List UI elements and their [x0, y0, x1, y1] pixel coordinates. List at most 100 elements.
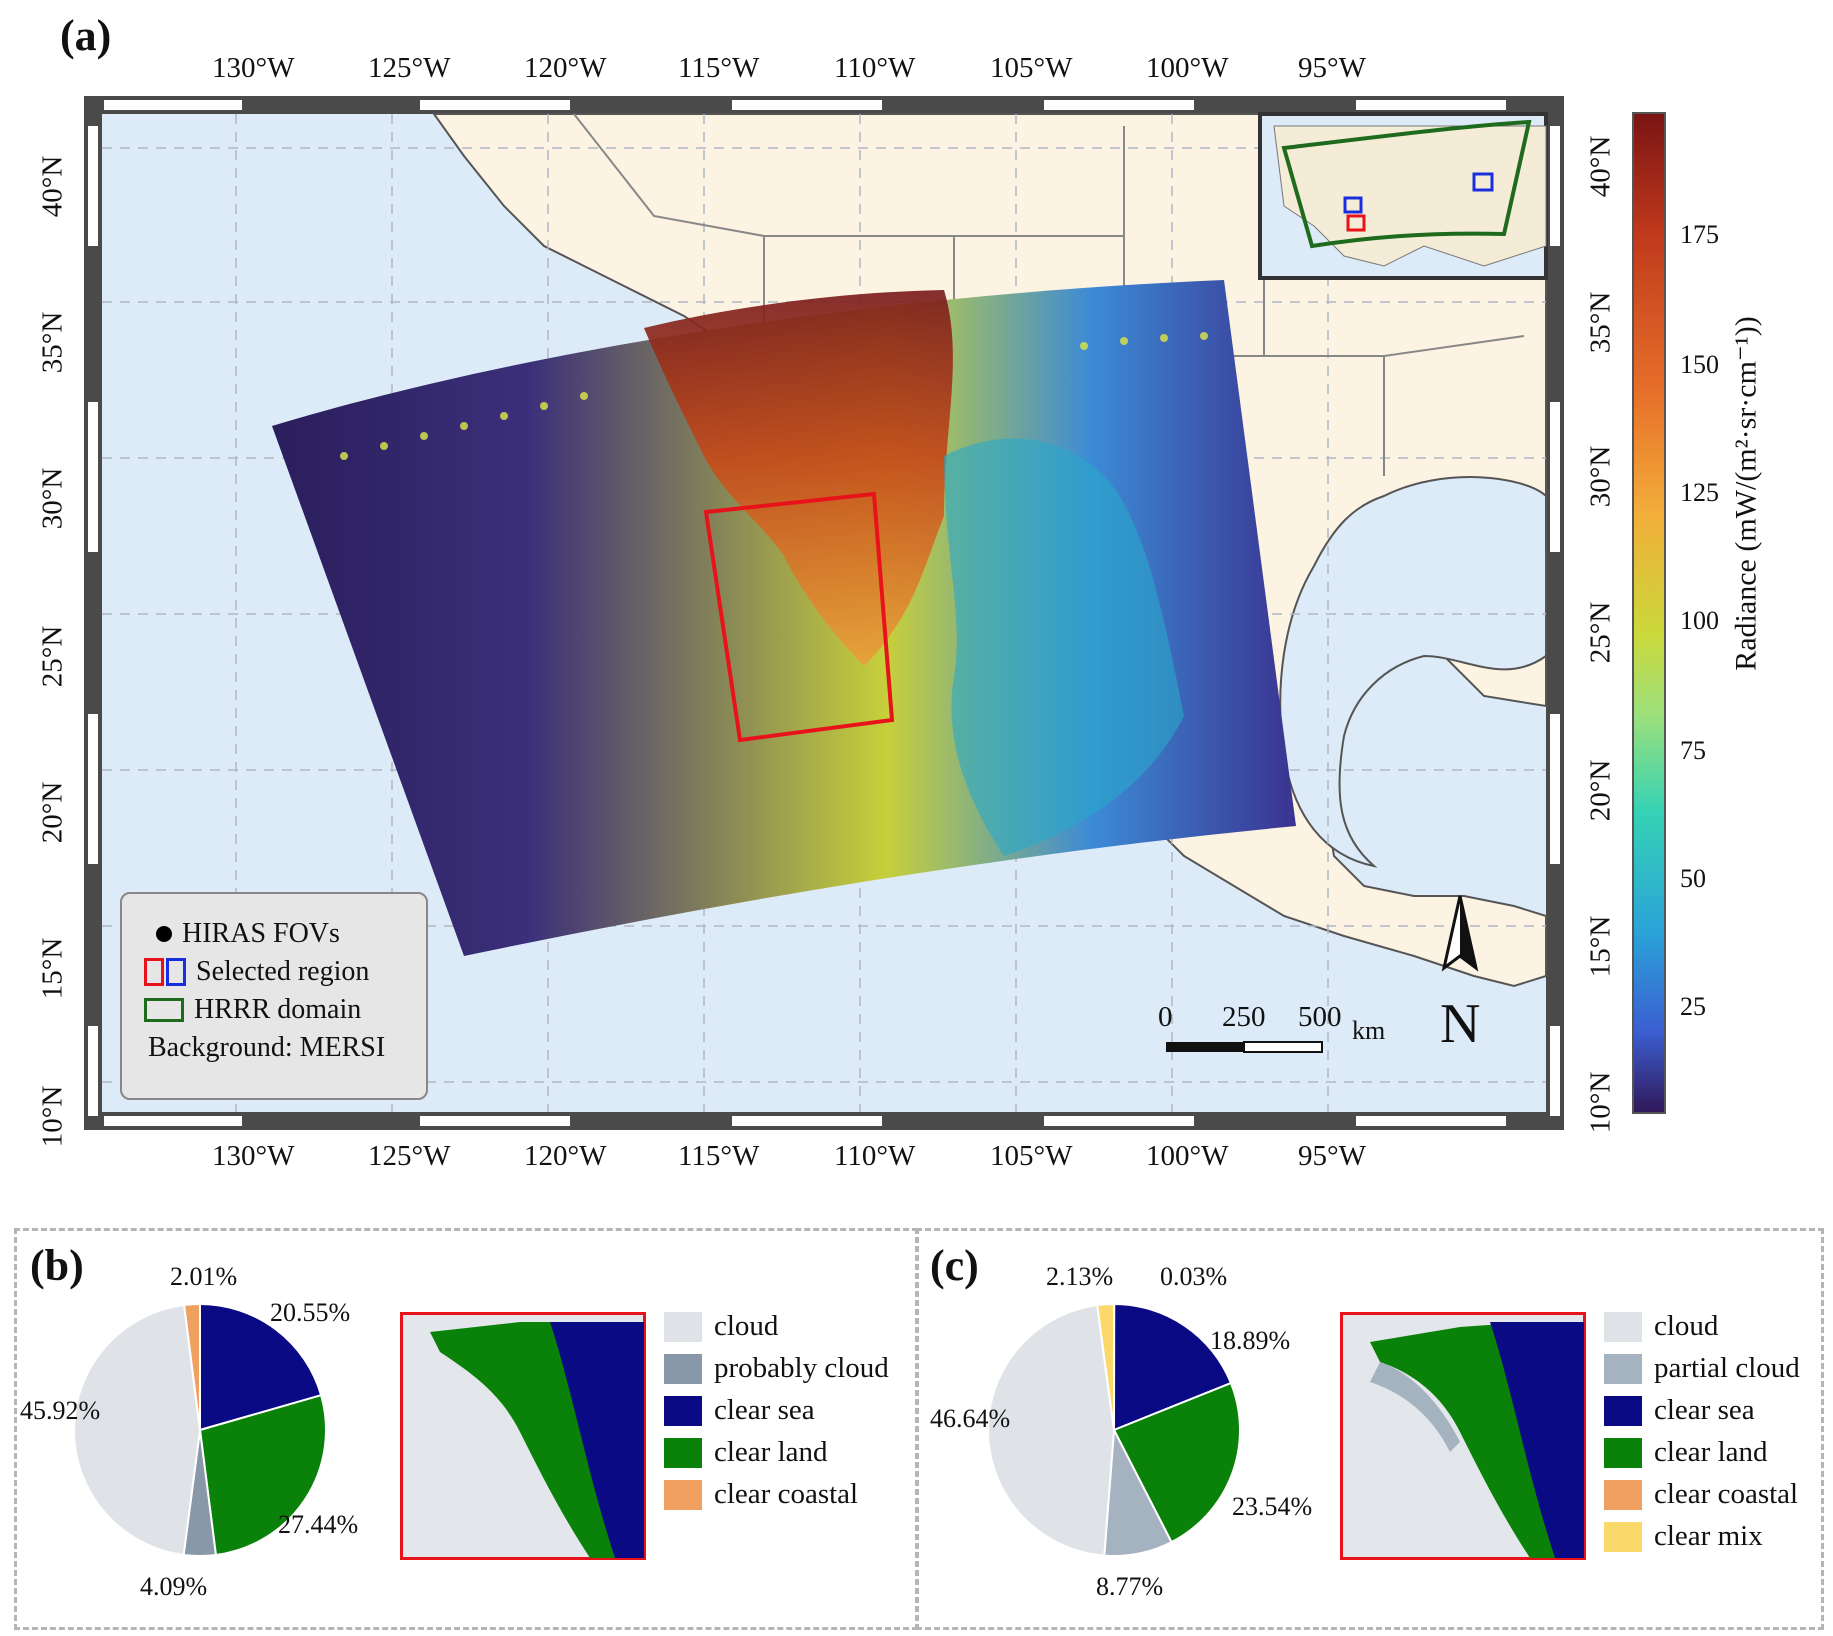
pie-slice-cloud: [987, 1304, 1116, 1557]
swatch-clear-mix: [1604, 1521, 1642, 1552]
hiras-fov-dots: [340, 332, 1208, 460]
lat-tick: 40°N: [1584, 135, 1617, 198]
cb-tick: 125: [1680, 478, 1719, 507]
legend-b-label: clear sea: [714, 1394, 815, 1426]
lat-tick: 30°N: [36, 467, 69, 530]
lon-tick: 105°W: [990, 52, 1073, 84]
legend-c-label: clear mix: [1654, 1520, 1763, 1552]
north-label: N: [1440, 993, 1481, 1055]
legend-b-label: cloud: [714, 1310, 779, 1342]
legend-background: Background: MERSI: [148, 1032, 385, 1064]
legend-c-label: clear coastal: [1654, 1478, 1799, 1510]
lat-tick: 40°N: [36, 155, 69, 218]
legend-b-item: cloud: [664, 1310, 778, 1343]
lat-tick: 10°N: [1584, 1071, 1617, 1134]
classification-map-b: [400, 1312, 646, 1560]
pie-slice-clear-land: [1112, 1381, 1241, 1544]
north-arrow-icon: [1441, 895, 1479, 972]
legend-fovs: HIRAS FOVs: [156, 918, 340, 950]
panel-a-label: (a): [60, 11, 112, 60]
lat-tick: 10°N: [36, 1085, 69, 1148]
lon-tick: 125°W: [368, 1140, 451, 1172]
legend-c-item: clear sea: [1604, 1394, 1755, 1427]
legend-b-item: clear sea: [664, 1394, 815, 1427]
lon-tick: 120°W: [524, 1140, 607, 1172]
legend-b-item: clear land: [664, 1436, 828, 1469]
scale-unit: km: [1352, 1016, 1386, 1045]
legend-c-item: partial cloud: [1604, 1352, 1800, 1385]
lat-tick: 15°N: [36, 937, 69, 1000]
pie-slice-clear-sea: [1112, 1302, 1233, 1432]
hrrr-domain: [1281, 119, 1532, 249]
legend-b-item: probably cloud: [664, 1352, 889, 1385]
pie-slice-cloud: [73, 1303, 202, 1557]
cloud-region: [944, 438, 1184, 856]
colorbar-label: Radiance (mW/(m²·sr·cm⁻¹)): [1729, 316, 1763, 671]
legend-c-item: clear mix: [1604, 1520, 1763, 1553]
panel-c-box: [916, 1228, 1824, 1630]
pie-b-pct-cloud: 45.92%: [20, 1396, 101, 1425]
dot-icon: [156, 926, 172, 942]
pie-slice-clear-mix: [1096, 1302, 1115, 1431]
swatch-clear-coastal: [664, 1479, 702, 1510]
lat-tick: 35°N: [1584, 291, 1617, 354]
swatch-clear-coastal: [1604, 1479, 1642, 1510]
scale-label-500: 500: [1298, 1001, 1342, 1033]
pie-b-pct-clear-land: 27.44%: [278, 1510, 359, 1539]
pie-slice-clear-coastal: [183, 1302, 201, 1431]
map-legend: HIRAS FOVs Selected region HRRR domain B…: [120, 892, 428, 1100]
legend-hrrr-label: HRRR domain: [194, 994, 362, 1025]
green-rect-icon: [144, 998, 184, 1022]
legend-c-label: partial cloud: [1654, 1352, 1800, 1384]
lat-tick: 15°N: [1584, 915, 1617, 978]
lon-tick: 110°W: [834, 52, 916, 84]
pie-c-pct-clear-coastal: 0.03%: [1160, 1262, 1228, 1291]
legend-b-label: clear coastal: [714, 1478, 859, 1510]
pie-c-pct-clear-land: 23.54%: [1232, 1492, 1313, 1521]
legend-selected-label: Selected region: [196, 956, 370, 987]
swatch-clear-land: [664, 1437, 702, 1468]
panel-b-label: (b): [30, 1241, 84, 1290]
inset-map: [1258, 112, 1548, 280]
swatch-clear-land: [1604, 1437, 1642, 1468]
swatch-clear-sea: [1604, 1395, 1642, 1426]
legend-c-item: clear land: [1604, 1436, 1768, 1469]
pie-c-pct-clear-sea: 18.89%: [1210, 1326, 1291, 1355]
swatch-clear-sea: [664, 1395, 702, 1426]
pie-chart-b: [73, 1302, 327, 1557]
lon-tick: 115°W: [678, 52, 760, 84]
gulf-of-mexico: [1279, 476, 1547, 868]
legend-fovs-label: HIRAS FOVs: [182, 918, 340, 949]
legend-b-label: clear land: [714, 1436, 828, 1468]
legend-c-label: clear sea: [1654, 1394, 1755, 1426]
pie-b-pct-clear-coastal: 2.01%: [170, 1262, 238, 1291]
legend-hrrr: HRRR domain: [144, 994, 361, 1026]
selected-region-red: [703, 491, 895, 743]
colorbar: [1632, 112, 1666, 1114]
lon-tick: 115°W: [678, 1140, 760, 1172]
lon-tick: 130°W: [212, 52, 295, 84]
lon-tick: 120°W: [524, 52, 607, 84]
legend-c-label: clear land: [1654, 1436, 1768, 1468]
swatch-probably-cloud: [664, 1353, 702, 1384]
scale-bar: [1166, 1041, 1323, 1053]
cb-tick: 75: [1680, 736, 1706, 765]
lon-tick: 95°W: [1298, 1140, 1366, 1172]
lon-tick: 95°W: [1298, 52, 1366, 84]
lon-tick: 100°W: [1146, 1140, 1229, 1172]
map-panel: [84, 96, 1564, 1130]
legend-c-item: clear coastal: [1604, 1478, 1798, 1511]
swatch-cloud: [664, 1311, 702, 1342]
blue-square-icon: [166, 958, 186, 986]
cb-tick: 25: [1680, 992, 1706, 1021]
lat-tick: 20°N: [36, 781, 69, 844]
legend-selected: Selected region: [144, 956, 369, 988]
scale-label-0: 0: [1158, 1001, 1173, 1033]
lon-tick: 105°W: [990, 1140, 1073, 1172]
lon-tick: 130°W: [212, 1140, 295, 1172]
pie-slice-clear-land: [198, 1393, 327, 1557]
lon-tick: 110°W: [834, 1140, 916, 1172]
cb-tick: 100: [1680, 606, 1719, 635]
legend-c-item: cloud: [1604, 1310, 1718, 1343]
lon-tick: 100°W: [1146, 52, 1229, 84]
